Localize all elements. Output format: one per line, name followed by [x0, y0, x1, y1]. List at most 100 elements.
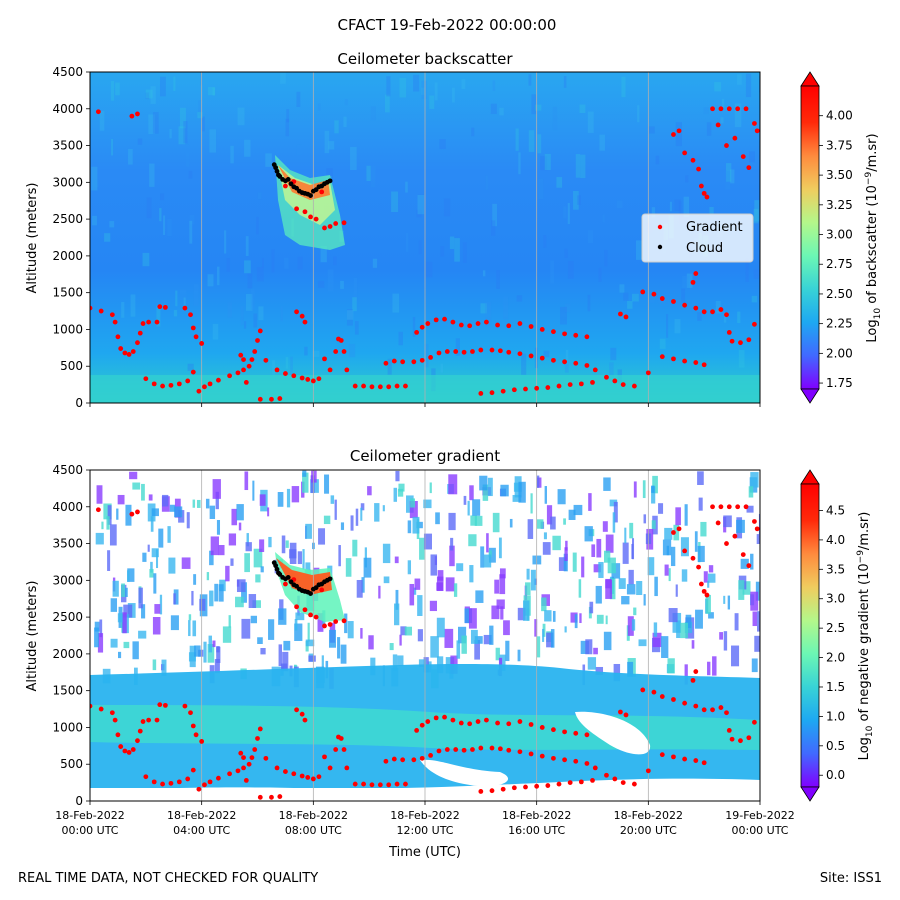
x-tick-label-date: 19-Feb-2022 — [725, 809, 794, 822]
backscatter-ylabel: Altitude (meters) — [25, 183, 40, 294]
gradient-point — [146, 319, 152, 325]
gradient-point — [202, 782, 207, 788]
gradient-point — [130, 747, 136, 752]
gradient-point — [724, 143, 729, 148]
gradient-point — [651, 689, 657, 695]
gradient-point — [718, 106, 724, 112]
gradient-point — [740, 154, 746, 159]
cloud-point — [308, 591, 313, 596]
cloud-point — [273, 563, 279, 569]
gradient-point — [444, 349, 450, 354]
cloud-point — [327, 576, 333, 582]
colorbar-tick-label: 2.25 — [826, 317, 853, 331]
gradient-point — [327, 765, 333, 771]
gradient-point — [710, 106, 715, 112]
gradient-point — [475, 719, 481, 724]
y-tick-label-2500: 2500 — [52, 212, 83, 226]
backscatter-colorbar: 1.75 2.00 2.25 2.50 2.75 3.00 3.25 3.50 3.75 4.00… — [800, 71, 883, 404]
gradient-point — [693, 271, 699, 276]
gradient-point — [562, 757, 567, 763]
gradient-point — [671, 132, 676, 137]
gradient-point — [682, 150, 688, 156]
gradient-point — [126, 750, 132, 755]
gradient-point — [436, 350, 442, 356]
gradient-ylabel: Altitude (meters) — [25, 581, 40, 692]
gradient-x-axis: 18-Feb-2022 00:00 UTC 18-Feb-2022 04:00 UTC… — [55, 801, 795, 837]
gradient-point — [467, 323, 473, 329]
gradient-point — [246, 363, 252, 369]
gradient-point — [241, 367, 246, 373]
gradient-point — [403, 383, 408, 389]
x-tick-label-date: 18-Feb-2022 — [614, 809, 683, 822]
gradient-point — [190, 325, 196, 331]
gradient-point — [122, 350, 128, 356]
gradient-point — [710, 504, 715, 510]
gradient-point — [269, 794, 274, 800]
gradient-point — [386, 782, 392, 788]
gradient-point — [109, 312, 115, 318]
legend-gradient-label: Gradient — [686, 220, 743, 235]
gradient-point — [122, 748, 128, 754]
gradient-point — [338, 338, 344, 343]
gradient-point — [682, 358, 688, 364]
gradient-point — [246, 761, 252, 767]
colorbar-tick-label: 2.00 — [826, 346, 853, 360]
gradient-point — [291, 771, 297, 777]
gradient-point — [319, 587, 325, 593]
gradient-point — [746, 165, 752, 171]
y-tick-label-500: 500 — [60, 359, 83, 373]
y-tick-label-0: 0 — [75, 794, 83, 808]
gradient-point — [305, 377, 311, 382]
gradient-point — [724, 541, 729, 546]
gradient-point — [539, 725, 545, 730]
gradient-point — [620, 780, 626, 786]
gradient-point — [478, 745, 484, 751]
gradient-point — [383, 758, 389, 764]
gradient-point — [182, 703, 188, 709]
y-tick-label-2000: 2000 — [52, 647, 83, 661]
gradient-point — [322, 754, 327, 760]
gradient-point — [754, 128, 760, 134]
gradient-point — [704, 194, 710, 200]
gradient-texture — [94, 470, 760, 689]
gradient-point — [584, 732, 590, 738]
gradient-point — [740, 552, 746, 557]
gradient-point — [442, 714, 447, 720]
gradient-point — [338, 736, 344, 741]
cloud-point — [308, 193, 313, 198]
gradient-point — [263, 357, 269, 363]
gradient-point — [693, 703, 699, 709]
gradient-point — [160, 383, 165, 389]
gradient-point — [573, 360, 579, 366]
gradient-point — [612, 378, 618, 384]
gradient-point — [157, 702, 163, 708]
gradient-point — [322, 225, 327, 231]
gradient-point — [411, 757, 417, 763]
gradient-point — [333, 747, 339, 752]
gradient-point — [243, 778, 249, 783]
gradient-point — [188, 710, 193, 716]
gradient-point — [584, 334, 590, 340]
gradient-point — [308, 214, 313, 220]
gradient-point — [176, 381, 182, 387]
gradient-point — [631, 781, 637, 787]
gradient-point — [517, 749, 523, 755]
gradient-point — [115, 732, 121, 738]
gradient-point — [109, 710, 115, 716]
gradient-point — [573, 730, 579, 736]
gradient-point — [612, 776, 618, 782]
gradient-point — [98, 308, 104, 314]
gradient-xlabel: Time (UTC) — [388, 845, 461, 860]
gradient-point — [539, 355, 545, 361]
x-tick-label-date: 18-Feb-2022 — [55, 809, 124, 822]
gradient-point — [333, 619, 339, 624]
gradient-point — [470, 349, 475, 354]
gradient-point — [676, 526, 682, 532]
gradient-point — [458, 322, 464, 328]
gradient-point — [724, 312, 729, 318]
gradient-point — [523, 386, 528, 392]
gradient-point — [539, 753, 545, 759]
gradient-point — [651, 291, 657, 297]
gradient-point — [461, 349, 467, 355]
